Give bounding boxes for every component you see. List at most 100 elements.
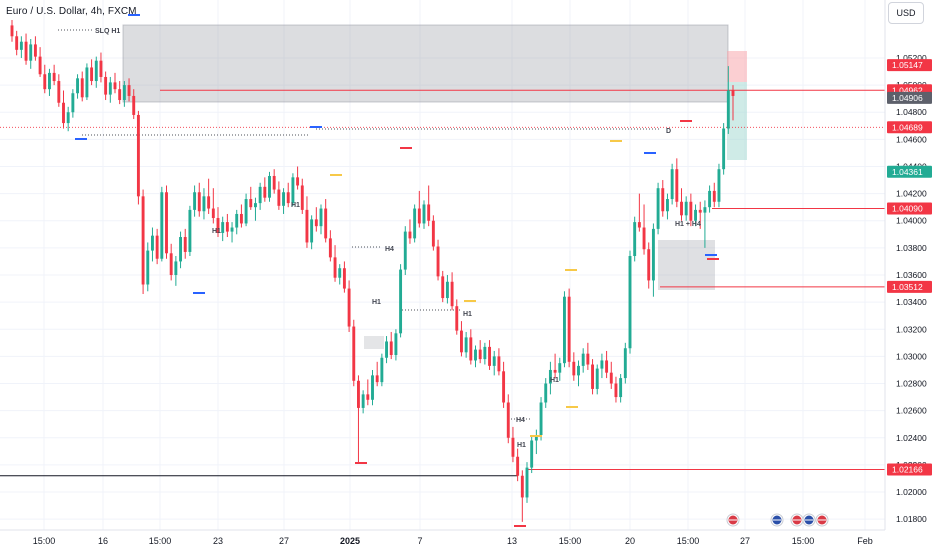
candle-body bbox=[474, 349, 477, 361]
candle-body bbox=[33, 44, 37, 57]
price-tick-label: 1.05200 bbox=[896, 53, 927, 63]
price-axis: 1.052001.050001.048001.046001.044001.042… bbox=[884, 0, 932, 530]
annotation-label: SLQ H1 bbox=[95, 28, 120, 35]
price-label-box bbox=[887, 202, 932, 215]
candle-body bbox=[572, 361, 576, 376]
candle-body bbox=[408, 231, 412, 239]
candle-body bbox=[342, 268, 346, 289]
candle-body bbox=[586, 353, 590, 365]
currency-button[interactable]: USD bbox=[888, 2, 924, 24]
candle-body bbox=[272, 175, 276, 190]
candle-body bbox=[464, 337, 468, 353]
candle-body bbox=[202, 196, 206, 212]
candle-body bbox=[656, 188, 660, 229]
candle-body bbox=[647, 249, 651, 281]
candle-body bbox=[712, 190, 716, 202]
candle-body bbox=[314, 219, 318, 227]
candle-body bbox=[431, 220, 435, 247]
candle-body bbox=[722, 128, 726, 170]
price-tick-label: 1.04800 bbox=[896, 107, 927, 117]
candle-body bbox=[633, 222, 637, 257]
candle-body bbox=[19, 41, 23, 50]
candle-body bbox=[666, 199, 669, 212]
candle-body bbox=[450, 281, 454, 307]
candle-body bbox=[99, 60, 103, 77]
candle-body bbox=[581, 353, 585, 366]
price-label-text: 1.04962 bbox=[892, 85, 923, 95]
candle-body bbox=[57, 81, 61, 103]
candle-body bbox=[179, 237, 182, 262]
annotation-label: H1 + H4 bbox=[675, 221, 701, 228]
annotation-label: H1 bbox=[517, 442, 526, 449]
candle-body bbox=[460, 330, 463, 353]
event-flag-icon bbox=[815, 513, 829, 527]
price-label-text: 1.04689 bbox=[892, 122, 923, 132]
price-tick-label: 1.02800 bbox=[896, 379, 927, 389]
candle-body bbox=[211, 208, 215, 219]
price-tick-label: 1.04600 bbox=[896, 134, 927, 144]
candle-body bbox=[595, 368, 599, 389]
candle-body bbox=[155, 235, 159, 259]
price-tick-label: 1.03800 bbox=[896, 243, 927, 253]
time-tick-label: 27 bbox=[740, 536, 750, 546]
candle-body bbox=[698, 209, 702, 213]
candle-body bbox=[10, 25, 14, 37]
candle-body bbox=[478, 349, 482, 360]
event-flag-icon bbox=[790, 513, 804, 527]
symbol-title: Euro / U.S. Dollar, 4h, FXCM bbox=[6, 6, 137, 17]
candle-body bbox=[539, 402, 543, 436]
candle-body bbox=[670, 169, 674, 200]
candle-body bbox=[689, 201, 693, 221]
candle-body bbox=[422, 204, 426, 224]
candle-body bbox=[717, 169, 721, 202]
candle-body bbox=[605, 360, 609, 373]
price-tick-label: 1.03600 bbox=[896, 270, 927, 280]
candle-body bbox=[637, 222, 641, 228]
candle-body bbox=[544, 383, 548, 403]
candle-body bbox=[366, 394, 370, 400]
candle-body bbox=[43, 74, 47, 90]
candle-body bbox=[136, 114, 140, 197]
candle-body bbox=[160, 192, 164, 259]
price-label-text: 1.03512 bbox=[892, 282, 923, 292]
candle-body bbox=[567, 296, 571, 362]
candle-body bbox=[675, 169, 679, 202]
candle-body bbox=[361, 394, 365, 408]
candle-body bbox=[216, 218, 220, 233]
candle-body bbox=[436, 246, 440, 277]
candles bbox=[10, 20, 735, 522]
candle-body bbox=[708, 190, 712, 208]
candle-body bbox=[385, 341, 388, 358]
candle-body bbox=[188, 209, 192, 252]
candle-body bbox=[488, 346, 491, 366]
candle-body bbox=[530, 440, 534, 468]
candle-body bbox=[207, 196, 211, 209]
candle-body bbox=[235, 213, 239, 228]
candle-body bbox=[577, 365, 580, 376]
candle-body bbox=[48, 72, 51, 90]
candle-body bbox=[703, 207, 707, 213]
time-tick-label: 2025 bbox=[340, 536, 360, 546]
candle-body bbox=[282, 192, 285, 206]
candle-body bbox=[548, 369, 552, 384]
price-label-box bbox=[887, 91, 932, 104]
candle-body bbox=[483, 346, 487, 360]
candle-body bbox=[165, 192, 168, 254]
candle-body bbox=[352, 326, 356, 381]
candle-body bbox=[104, 76, 108, 95]
candle-body bbox=[76, 78, 79, 94]
price-label-text: 1.02166 bbox=[892, 465, 923, 475]
candle-body bbox=[642, 227, 646, 250]
candle-body bbox=[141, 196, 145, 285]
candle-body bbox=[445, 281, 449, 299]
candle-body bbox=[300, 185, 304, 210]
imbalance-zone bbox=[364, 336, 384, 349]
candle-body bbox=[347, 288, 351, 327]
candle-body bbox=[441, 276, 445, 299]
candle-body bbox=[661, 188, 665, 212]
annotation-label: H4 bbox=[516, 417, 525, 424]
candle-body bbox=[534, 435, 538, 441]
candle-body bbox=[600, 360, 604, 369]
candle-body bbox=[399, 269, 403, 334]
